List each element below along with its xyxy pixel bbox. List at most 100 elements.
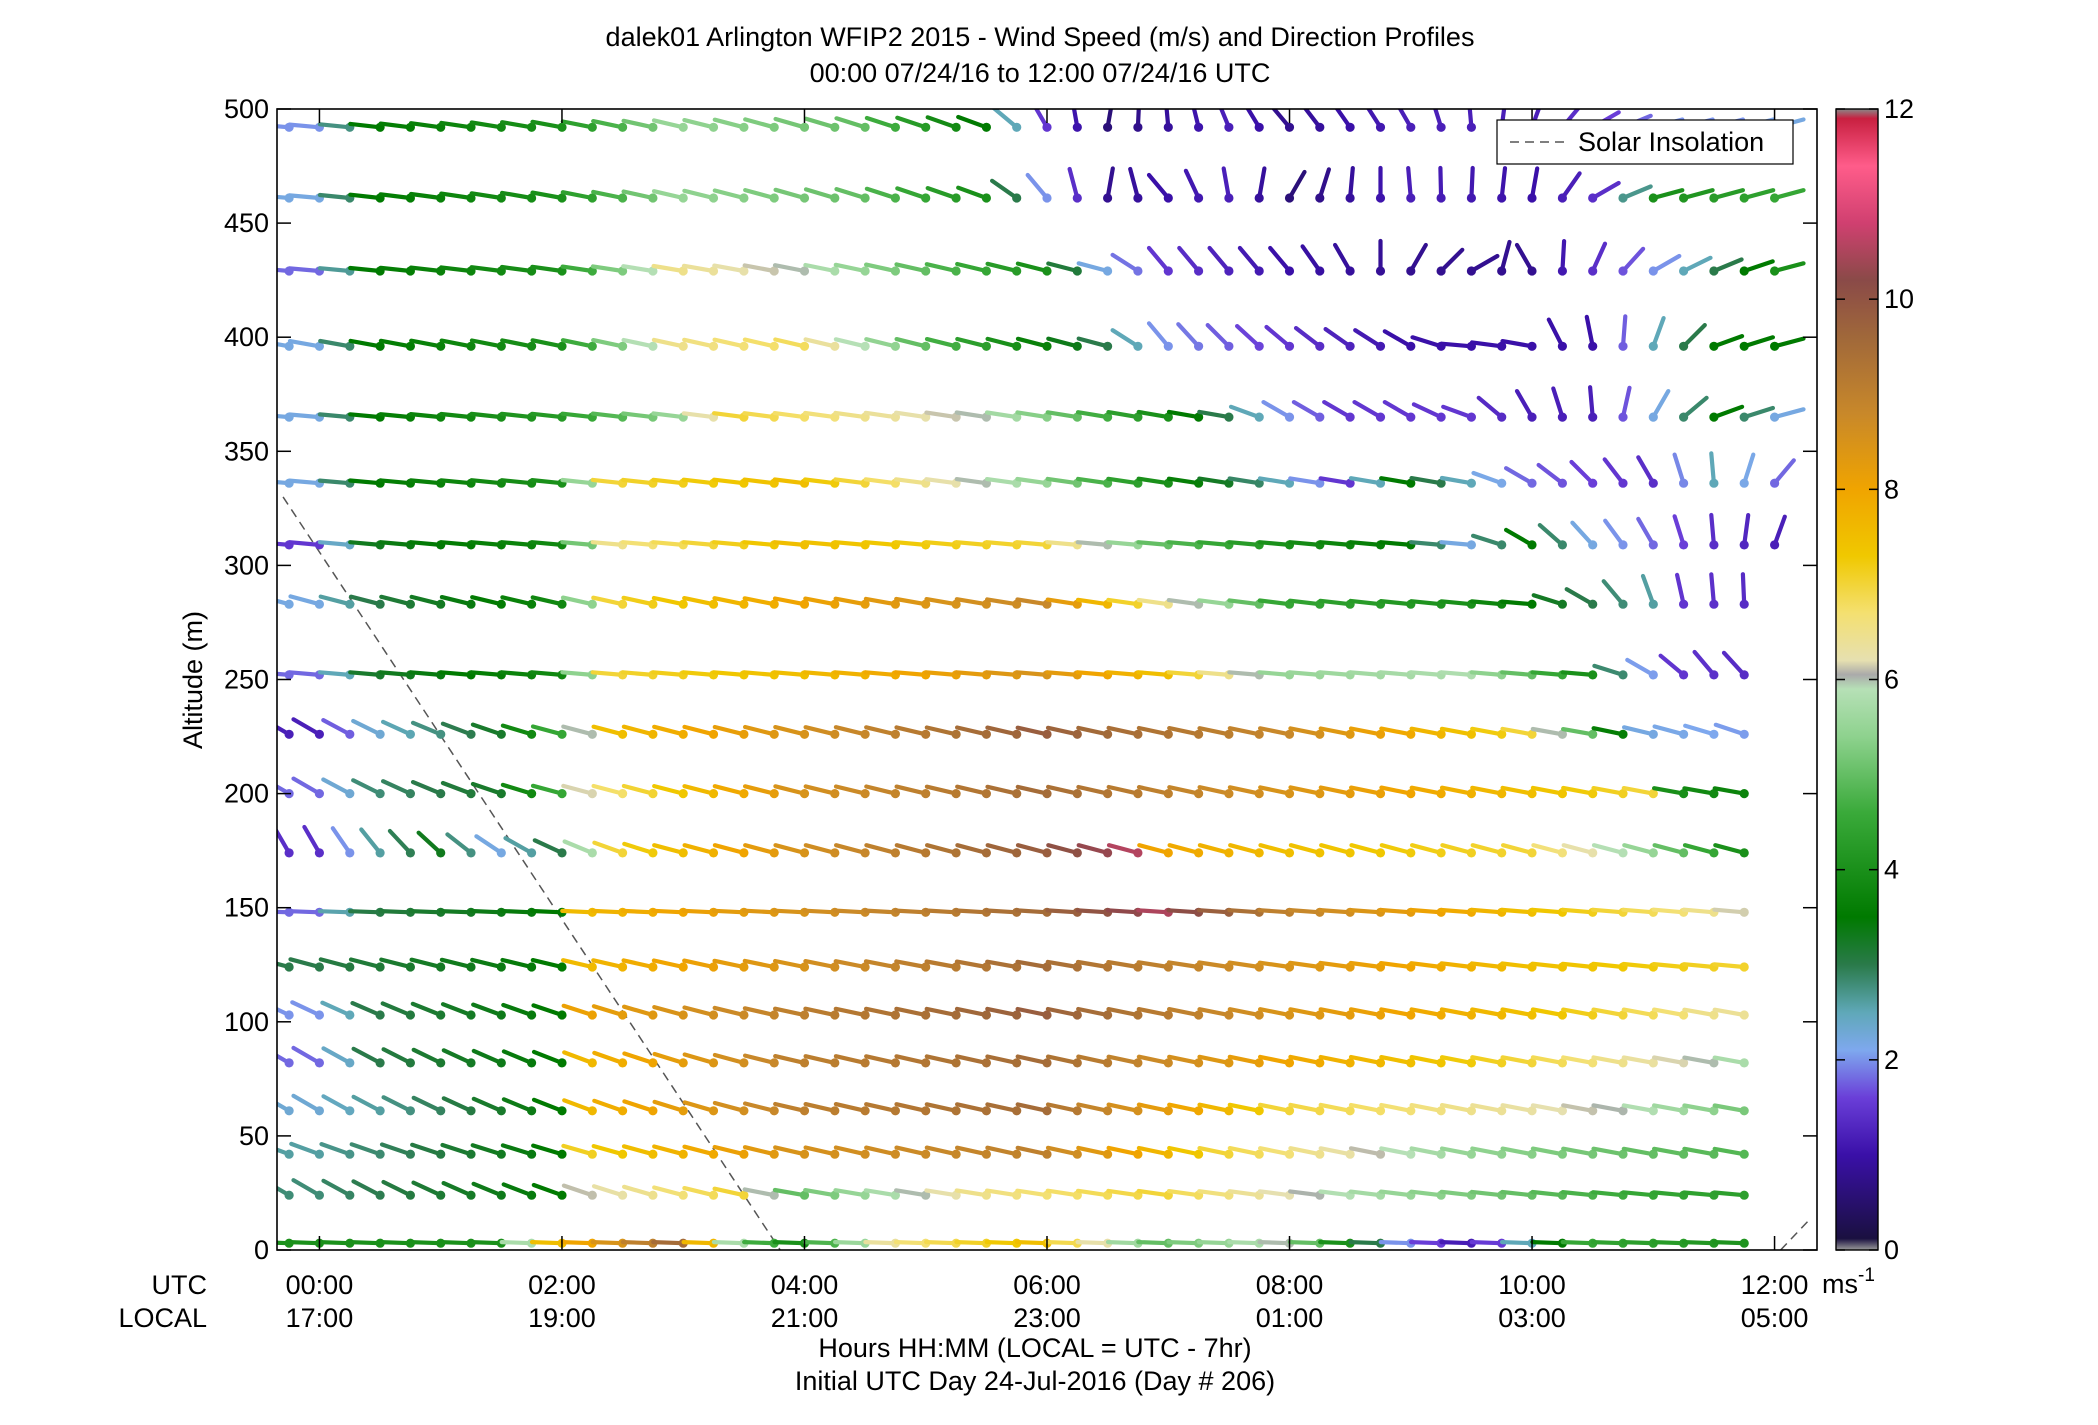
y-tick-label: 150 [224, 893, 269, 923]
wind-barb-staff [742, 337, 777, 349]
wind-barb-dot [1375, 122, 1386, 132]
wind-barb-staff [277, 1147, 292, 1157]
wind-barb-staff [1353, 328, 1383, 349]
wind-barb-dot [860, 729, 870, 739]
wind-barb-dot [1679, 729, 1689, 739]
wind-barb-dot [1103, 1106, 1113, 1116]
wind-barb-dot [1739, 1106, 1749, 1116]
wind-barb-staff [621, 1184, 656, 1198]
wind-barb-staff [320, 1000, 352, 1018]
wind-barb-dot [951, 848, 961, 858]
colorbar-tick-label: 2 [1884, 1045, 1899, 1075]
wind-barb-dot [890, 848, 901, 858]
wind-barb-staff [591, 595, 625, 607]
wind-barb-staff [1287, 540, 1322, 548]
wind-barb-dot [1224, 341, 1234, 351]
wind-barb-dot [1709, 670, 1719, 680]
wind-barb-staff [469, 191, 504, 201]
wind-barb-staff [1076, 1145, 1110, 1157]
wind-barb-staff [651, 411, 686, 420]
wind-barb-staff [1076, 261, 1110, 274]
wind-barb-staff [773, 724, 807, 737]
wind-barb-dot [1163, 122, 1173, 132]
wind-barb-staff [1682, 1146, 1717, 1157]
wind-barb-staff [956, 185, 989, 201]
wind-barb-dot [1436, 193, 1446, 203]
wind-barb-staff [712, 1052, 747, 1066]
wind-barb-staff [501, 1002, 534, 1018]
wind-barb-dot [1194, 341, 1204, 351]
wind-barb-dot [921, 1106, 931, 1116]
wind-barb-dot [1436, 478, 1446, 488]
wind-barb-staff [321, 1046, 352, 1066]
wind-barb-staff [499, 540, 534, 548]
wind-barb-staff [470, 1143, 504, 1157]
wind-barb-staff [833, 670, 868, 678]
wind-barb-dot [587, 122, 597, 132]
wind-barb-dot [1163, 1106, 1173, 1116]
wind-barb-dot [557, 1106, 567, 1116]
wind-barb-staff [1378, 907, 1413, 915]
wind-barb-dot [678, 1106, 688, 1116]
wind-barb-staff [500, 190, 534, 201]
wind-barb-dot [466, 848, 476, 858]
wind-barb-staff [864, 1102, 898, 1113]
wind-barb-dot [1163, 789, 1173, 799]
wind-barb-dot [708, 848, 719, 858]
wind-barb-dot [1588, 540, 1598, 550]
wind-barb-staff [1621, 1103, 1656, 1113]
wind-barb-dot [1194, 848, 1204, 858]
wind-barb-staff [501, 1182, 534, 1198]
wind-barb-dot [1345, 789, 1355, 799]
wind-barb-staff [1076, 1102, 1110, 1113]
wind-barb-staff [410, 1001, 443, 1018]
colorbar-unit-label: ms-1 [1822, 1265, 1875, 1299]
wind-barb-staff [1640, 573, 1656, 607]
wind-barb-staff [1136, 597, 1171, 607]
wind-barb-staff [711, 477, 747, 486]
wind-barb-staff [411, 1095, 443, 1113]
wind-barb-dot [890, 122, 901, 132]
wind-barb-staff [925, 186, 959, 201]
wind-barb-dot [1224, 193, 1234, 203]
wind-barb-dot [951, 1010, 961, 1020]
wind-barb-dot [314, 962, 324, 972]
wind-barb-staff [291, 1178, 322, 1198]
wind-barb-staff [1561, 843, 1595, 856]
wind-barb-staff [1591, 1055, 1626, 1066]
wind-barb-staff [1681, 907, 1717, 915]
wind-barb-dot [860, 266, 870, 276]
wind-barb-staff [1348, 1189, 1383, 1198]
chart-subtitle: 00:00 07/24/16 to 12:00 07/24/16 UTC [810, 58, 1271, 88]
wind-barb-dot [1648, 193, 1658, 203]
wind-barb-staff [1332, 242, 1353, 274]
wind-barb-staff [1221, 166, 1232, 201]
wind-barb-dot [1012, 1106, 1022, 1116]
wind-barb-staff [1379, 726, 1413, 737]
wind-barb-staff [439, 594, 474, 607]
wind-barb-staff [742, 596, 777, 607]
wind-barb-staff [529, 478, 565, 486]
wind-barb-staff [863, 670, 898, 678]
wind-barb-staff [469, 908, 504, 915]
wind-barb-staff [1136, 1054, 1171, 1066]
wind-barb-dot [1133, 848, 1143, 858]
wind-barb-staff [1227, 598, 1262, 607]
wind-barb-staff [1651, 1190, 1686, 1198]
wind-barb-staff [924, 410, 959, 420]
wind-barb-staff [1503, 527, 1535, 548]
wind-barb-staff [833, 410, 868, 420]
wind-barb-dot [1618, 1010, 1628, 1020]
wind-barb-dot [527, 789, 537, 799]
wind-barb-staff [381, 1179, 413, 1198]
wind-barb-staff [277, 598, 292, 607]
wind-barb-staff [989, 178, 1019, 201]
wind-barb-dot [1133, 266, 1143, 276]
wind-barb-staff [1709, 451, 1717, 486]
wind-barb-staff [682, 724, 716, 737]
wind-barb-dot [436, 789, 446, 799]
wind-barb-staff [1561, 1007, 1595, 1018]
wind-barb-staff [1045, 540, 1080, 548]
wind-barb-staff [622, 841, 656, 856]
wind-barb-staff [1075, 476, 1110, 486]
